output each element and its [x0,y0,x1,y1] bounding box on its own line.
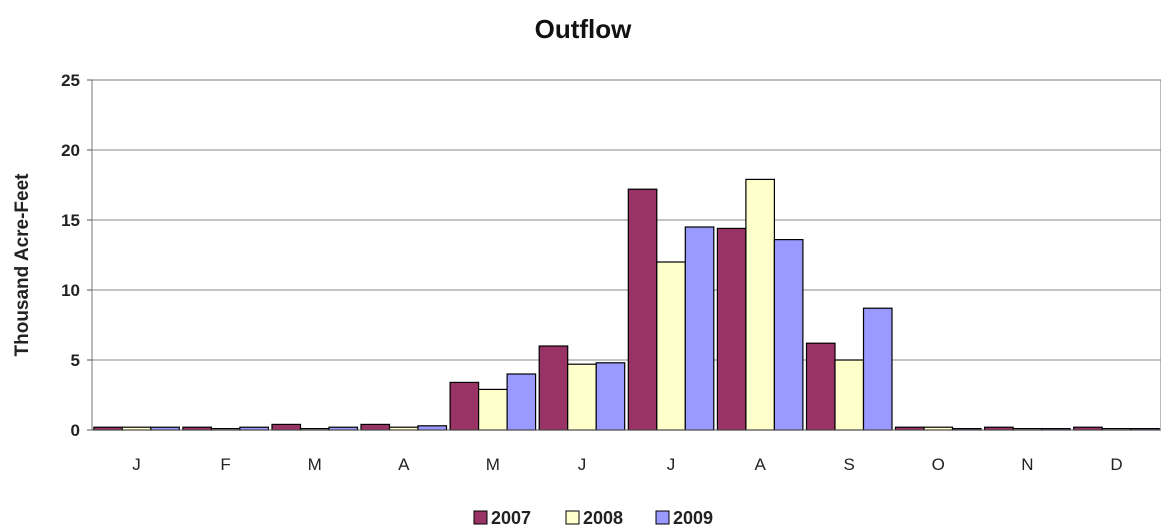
x-tick-label: N [1021,455,1033,474]
bar-2007-5 [449,381,480,431]
x-tick-label: M [486,455,500,474]
legend-label-2007: 2007 [491,508,531,528]
y-tick-label: 10 [61,281,80,300]
bar-2008-8 [745,178,776,431]
x-tick-label: A [398,455,410,474]
y-tick-label: 5 [71,351,80,370]
plot-area: 0 5 10 15 20 25 J F M A M J J A S O N D [61,71,1161,474]
bar-2008-6 [567,363,597,431]
bar-2007-3 [271,423,302,431]
x-tick-label: J [132,455,141,474]
bar-2008-9 [834,359,865,431]
bar-2009-7 [684,226,715,431]
x-tick-label: D [1110,455,1122,474]
x-tick-label: J [578,455,587,474]
bar-2009-8 [773,239,804,431]
y-tick-label: 20 [61,141,80,160]
y-axis-label: Thousand Acre-Feet [12,173,33,357]
legend-label-2009: 2009 [673,508,713,528]
legend-label-2008: 2008 [583,508,623,528]
bar-2008-7 [656,261,686,431]
y-tick-label: 0 [71,421,80,440]
legend: 2007 2008 2009 [473,508,713,528]
bar-2009-4 [417,425,448,431]
legend-swatch-2008 [565,510,580,525]
bar-2007-8 [716,227,747,431]
x-tick-label: O [932,455,945,474]
bar-2007-9 [805,342,836,431]
chart-title: Outflow [535,14,633,44]
x-tick-label: S [844,455,855,474]
x-tick-label: F [220,455,230,474]
x-tick-label: J [667,455,676,474]
legend-swatch-2007 [473,510,488,525]
bar-2007-7 [627,188,658,431]
y-tick-label: 15 [61,211,80,230]
bar-2007-4 [360,423,391,431]
bar-2008-5 [478,388,508,431]
y-tick-label: 25 [61,71,80,90]
bar-2009-5 [506,373,537,431]
plot-frame [91,79,1161,431]
x-tick-label: M [308,455,322,474]
bar-2007-6 [538,345,569,431]
x-tick-label: A [754,455,766,474]
legend-swatch-2009 [655,510,670,525]
bar-2009-6 [595,362,626,431]
bar-2009-9 [862,307,893,431]
